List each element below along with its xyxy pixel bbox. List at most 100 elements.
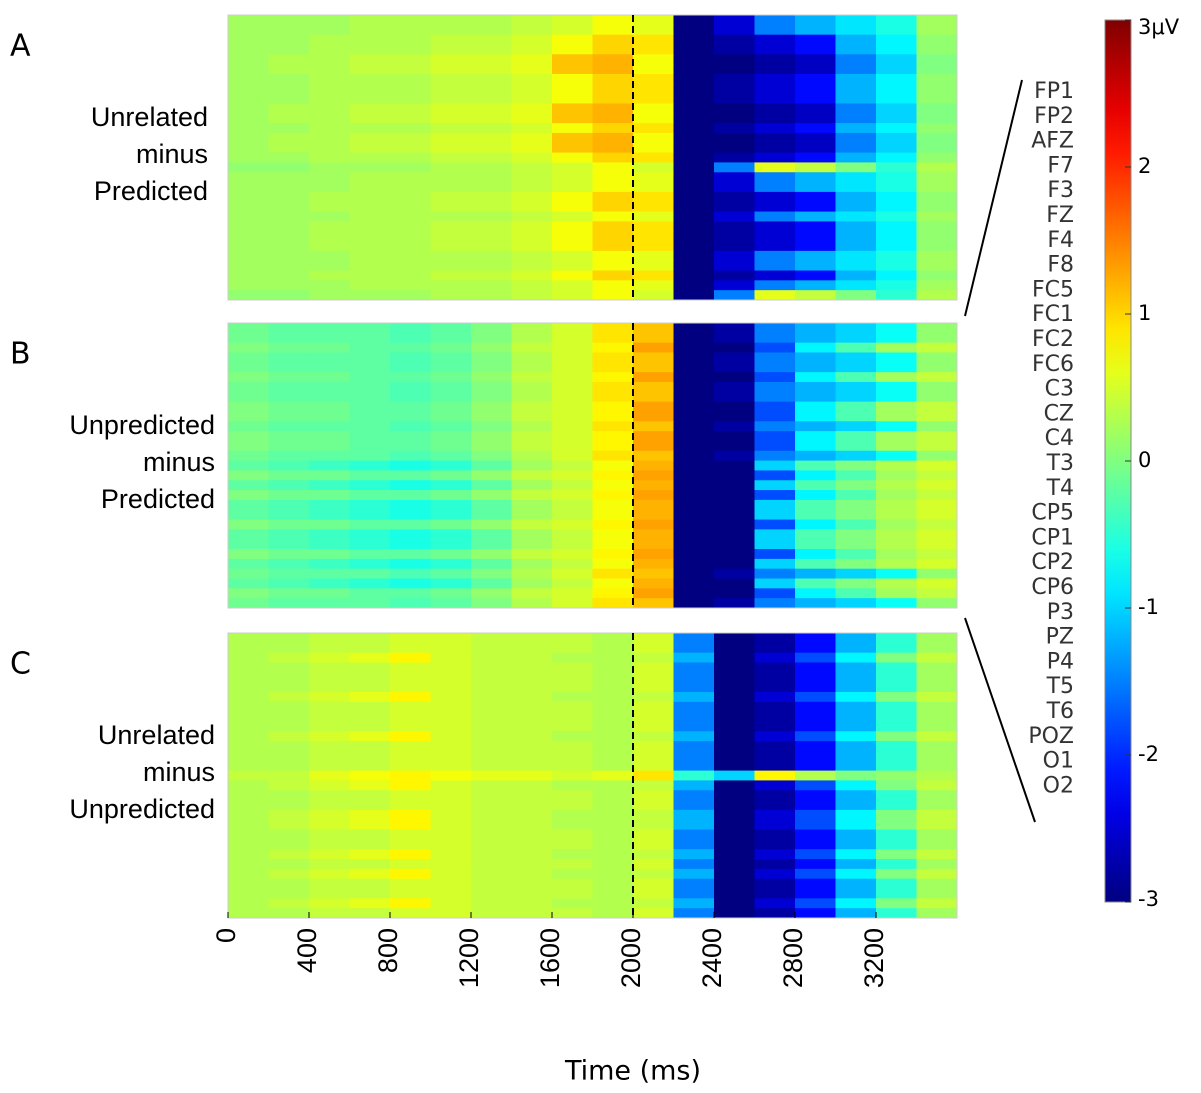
heatmap-cell xyxy=(268,132,310,144)
heatmap-cell xyxy=(795,598,836,609)
heatmap-cell xyxy=(795,662,836,673)
heatmap-cell xyxy=(876,270,917,281)
heatmap-cell xyxy=(349,241,391,252)
heatmap-cell xyxy=(349,191,391,203)
heatmap-cell xyxy=(552,191,593,203)
heatmap-cell xyxy=(916,672,958,683)
heatmap-cell xyxy=(511,829,553,840)
heatmap-cell xyxy=(268,142,310,154)
channel-label: FC1 xyxy=(1032,302,1074,327)
heatmap-cell xyxy=(754,888,796,899)
heatmap-cell xyxy=(592,221,634,232)
heatmap-cell xyxy=(876,642,917,654)
heatmap-cell xyxy=(511,93,553,104)
heatmap-cell xyxy=(592,819,634,831)
channel-label: T4 xyxy=(1046,476,1074,501)
heatmap-cell xyxy=(916,352,958,363)
heatmap-cell xyxy=(592,721,634,732)
heatmap-cell xyxy=(673,332,715,344)
heatmap-cell xyxy=(795,162,836,173)
heatmap-cell xyxy=(835,770,877,781)
heatmap-cell xyxy=(390,750,431,762)
heatmap-cell xyxy=(916,250,958,262)
heatmap-cell xyxy=(795,829,836,840)
heatmap-cell xyxy=(633,642,674,654)
heatmap-cell xyxy=(430,64,472,75)
heatmap-cell xyxy=(754,568,796,580)
heatmap-cell xyxy=(795,270,836,281)
heatmap-cell xyxy=(349,323,391,334)
colorbar-tick-label: 1 xyxy=(1138,301,1151,325)
heatmap-cell xyxy=(471,142,512,154)
heatmap-cell xyxy=(673,362,715,373)
heatmap-cell xyxy=(754,633,796,644)
heatmap-cell xyxy=(754,770,796,781)
heatmap-cell xyxy=(511,691,553,703)
heatmap-cell xyxy=(876,231,917,242)
heatmap-cell xyxy=(430,73,472,85)
heatmap-cell xyxy=(471,780,512,791)
heatmap-cell xyxy=(228,401,269,412)
heatmap-cell xyxy=(268,123,310,134)
heatmap-cell xyxy=(714,73,755,85)
heatmap-cell xyxy=(876,250,917,262)
heatmap-cell xyxy=(876,93,917,104)
heatmap-cell xyxy=(592,83,634,95)
heatmap-cell xyxy=(349,819,391,831)
heatmap-cell xyxy=(592,24,634,36)
heatmap-cell xyxy=(268,672,310,683)
heatmap-cell xyxy=(511,250,553,262)
heatmap-cell xyxy=(552,231,593,242)
heatmap-cell xyxy=(228,34,269,45)
heatmap-cell xyxy=(835,662,877,673)
heatmap-cell xyxy=(592,672,634,683)
heatmap-cell xyxy=(876,741,917,752)
heatmap-cell xyxy=(754,539,796,550)
heatmap-cell xyxy=(714,770,755,781)
heatmap-cell xyxy=(673,381,715,393)
heatmap-cell xyxy=(511,64,553,75)
heatmap-cell xyxy=(754,391,796,403)
heatmap-cell xyxy=(835,431,877,442)
heatmap-cell xyxy=(430,691,472,703)
heatmap-cell xyxy=(430,790,472,801)
heatmap-cell xyxy=(795,15,836,26)
heatmap-cell xyxy=(673,323,715,334)
heatmap-cell xyxy=(309,352,350,363)
heatmap-cell xyxy=(309,290,350,301)
heatmap-cell xyxy=(552,908,593,919)
heatmap-cell xyxy=(309,34,350,45)
heatmap-cell xyxy=(471,829,512,840)
heatmap-cell xyxy=(754,490,796,501)
heatmap-cell xyxy=(349,152,391,163)
heatmap-cell xyxy=(673,682,715,693)
heatmap-cell xyxy=(349,64,391,75)
heatmap-cell xyxy=(268,549,310,560)
heatmap-cell xyxy=(309,54,350,65)
heatmap-cell xyxy=(511,172,553,183)
heatmap-cell xyxy=(511,529,553,540)
heatmap-cell xyxy=(228,633,269,644)
heatmap-cell xyxy=(552,201,593,213)
heatmap-cell xyxy=(511,721,553,732)
heatmap-cell xyxy=(673,352,715,363)
heatmap-cell xyxy=(349,760,391,772)
heatmap-cell xyxy=(471,539,512,550)
heatmap-cell xyxy=(430,362,472,373)
heatmap-cell xyxy=(309,558,350,570)
heatmap-cell xyxy=(309,362,350,373)
heatmap-cell xyxy=(916,152,958,163)
heatmap-cell xyxy=(471,750,512,762)
heatmap-cell xyxy=(349,34,391,45)
heatmap-cell xyxy=(754,578,796,589)
heatmap-cell xyxy=(268,211,310,222)
heatmap-cell xyxy=(592,113,634,124)
heatmap-cell xyxy=(916,839,958,850)
heatmap-cell xyxy=(633,549,674,560)
heatmap-cell xyxy=(876,588,917,599)
heatmap-cell xyxy=(390,182,431,193)
heatmap-cell xyxy=(835,499,877,511)
heatmap-cell xyxy=(228,352,269,363)
heatmap-cell xyxy=(268,509,310,521)
heatmap-cell xyxy=(309,908,350,919)
